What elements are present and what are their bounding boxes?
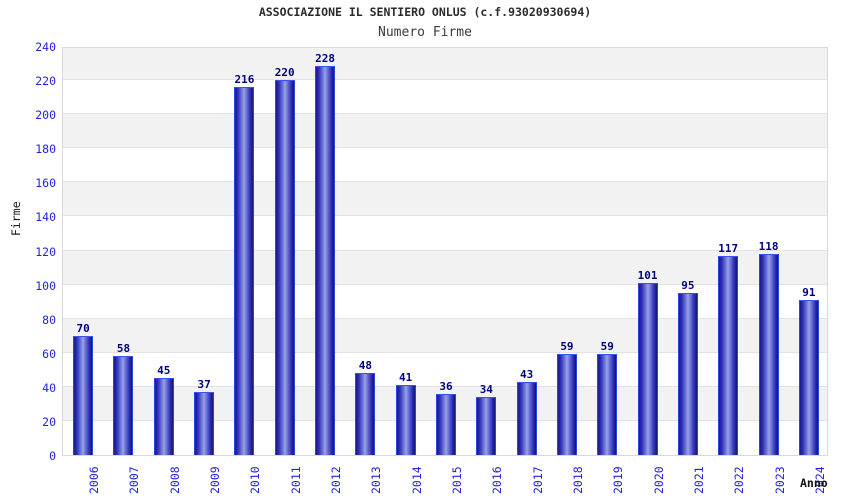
gridline	[63, 283, 827, 285]
gridline	[63, 79, 827, 81]
background-band	[63, 48, 827, 81]
y-tick-label: 100	[35, 278, 56, 293]
y-tick-label: 220	[35, 74, 56, 89]
x-tick-label: 2015	[450, 466, 464, 494]
x-tick-label: 2023	[772, 466, 787, 494]
bar[interactable]	[677, 293, 698, 455]
bar-value-label: 43	[520, 367, 534, 381]
gridline	[63, 317, 827, 319]
bar[interactable]	[476, 397, 497, 455]
bar-value-label: 34	[479, 383, 493, 397]
bar-value-label: 45	[157, 364, 171, 378]
x-tick-label: 2007	[127, 466, 142, 494]
x-tick-label: 2014	[409, 466, 424, 494]
chart-subtitle: Numero Firme	[378, 25, 472, 40]
x-tick-label: 2016	[490, 466, 505, 494]
bar-value-label: 101	[637, 268, 658, 282]
bar-value-label: 228	[315, 52, 335, 66]
bar-value-label: 95	[681, 279, 695, 293]
bar[interactable]	[798, 299, 819, 455]
bar[interactable]	[718, 255, 739, 455]
x-axis-title: Anno	[800, 476, 828, 490]
bar[interactable]	[637, 282, 658, 455]
y-tick-label: 60	[42, 346, 56, 361]
bar[interactable]	[516, 381, 537, 455]
x-tick-label: 2009	[208, 466, 223, 494]
bar-value-label: 41	[399, 371, 413, 385]
y-tick-label: 20	[42, 414, 56, 429]
bar-value-label: 70	[76, 321, 90, 335]
y-tick-label: 200	[35, 108, 56, 123]
bar-value-label: 220	[274, 66, 295, 80]
bar[interactable]	[274, 80, 295, 455]
y-tick-label: 160	[35, 176, 56, 191]
x-tick-label: 2022	[732, 466, 747, 494]
plot-area: 70 58 45 37 216 220 228 48 41 36 34 43 59 59 101 95 117 1…	[62, 47, 828, 456]
bar-value-label: 37	[197, 377, 211, 391]
background-band	[63, 114, 827, 149]
x-tick-label: 2018	[570, 466, 585, 494]
bar-value-label: 117	[718, 241, 739, 255]
y-tick-label: 80	[42, 312, 56, 327]
bar[interactable]	[355, 373, 376, 455]
x-tick-label: 2010	[248, 466, 263, 494]
gridline	[63, 385, 827, 387]
background-band	[63, 318, 827, 353]
bar[interactable]	[395, 385, 416, 455]
gridline	[63, 181, 827, 183]
y-tick-label: 240	[35, 40, 56, 54]
bar-value-label: 59	[560, 340, 574, 354]
bar-value-label: 118	[758, 239, 779, 253]
y-tick-label: 120	[35, 244, 56, 259]
y-tick-label: 140	[35, 210, 56, 225]
background-band	[63, 182, 827, 217]
gridline	[63, 113, 827, 115]
x-tick-label: 2020	[651, 466, 666, 494]
x-tick-label: 2021	[691, 466, 706, 494]
x-axis-ticks: 2006 2007 2008 2009 2010 2011 2012 2013 2014 2015…	[62, 456, 828, 500]
chart-title: ASSOCIAZIONE IL SENTIERO ONLUS (c.f.9302…	[258, 5, 592, 19]
bar[interactable]	[234, 86, 255, 455]
bar[interactable]	[597, 354, 618, 455]
bar[interactable]	[73, 335, 94, 455]
bar[interactable]	[436, 393, 456, 455]
bar-value-label: 58	[116, 342, 131, 356]
bar[interactable]	[758, 253, 779, 455]
y-tick-label: 0	[49, 449, 56, 463]
bar-value-label: 59	[600, 340, 614, 354]
bar-value-label: 36	[439, 379, 453, 393]
gridline	[63, 351, 827, 353]
bar[interactable]	[315, 66, 336, 455]
bar[interactable]	[113, 356, 134, 455]
x-tick-label: 2011	[288, 466, 303, 494]
x-tick-label: 2019	[611, 466, 626, 494]
bars-layer: 70 58 45 37 216 220 228 48 41 36 34 43 59 59 101 95 117 1…	[63, 48, 827, 455]
x-tick-label: 2013	[369, 466, 384, 494]
bar-value-label: 91	[802, 285, 816, 299]
y-tick-label: 180	[35, 142, 56, 157]
background-band	[63, 250, 827, 285]
gridline	[63, 147, 827, 149]
bar-value-label: 216	[234, 72, 255, 86]
bar[interactable]	[153, 378, 174, 455]
bar[interactable]	[556, 354, 577, 455]
x-tick-label: 2006	[87, 466, 102, 494]
gridline	[63, 249, 827, 251]
bar[interactable]	[194, 391, 215, 455]
y-axis-ticks: 0 20 40 60 80 100 120 140 160 180 200 220 240	[0, 40, 56, 463]
gridline	[63, 215, 827, 217]
x-tick-label: 2008	[167, 466, 182, 494]
bar-value-label: 48	[358, 359, 372, 373]
x-tick-label: 2012	[329, 466, 344, 494]
y-tick-label: 40	[42, 380, 56, 395]
x-tick-label: 2017	[530, 466, 545, 494]
